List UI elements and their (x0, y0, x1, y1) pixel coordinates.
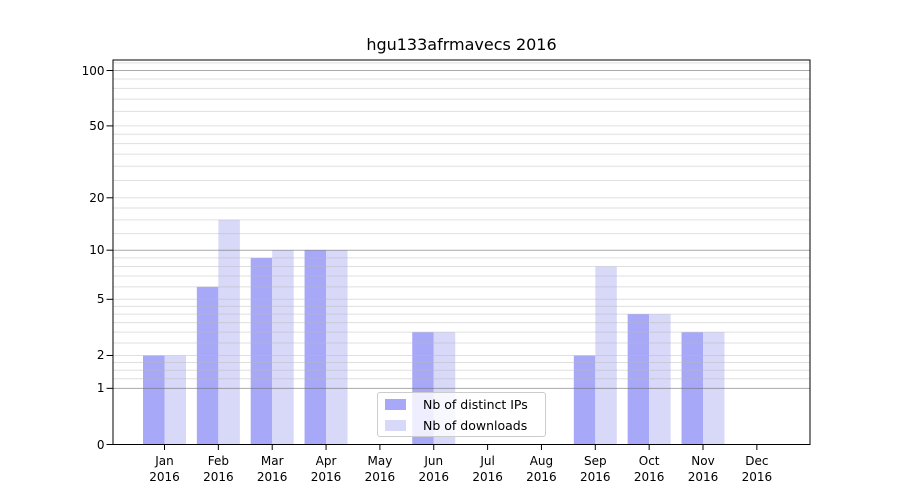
bar-distinct-ips-mar (250, 257, 273, 445)
bar-downloads-mar (272, 250, 294, 445)
legend-swatch-downloads (385, 419, 406, 431)
x-tick-label-jul: Jul 2016 (472, 453, 503, 485)
bar-downloads-sep (595, 266, 617, 445)
x-tick-label-apr: Apr 2016 (310, 453, 342, 485)
y-tick-label-0: 0 (96, 437, 105, 452)
y-tick-label-2: 2 (96, 348, 105, 363)
x-tick-label-jun: Jun 2016 (418, 453, 450, 485)
y-tick-label-10: 10 (89, 243, 105, 258)
bar-distinct-ips-sep (573, 355, 596, 445)
bar-downloads-apr (326, 250, 348, 445)
bar-distinct-ips-feb (196, 286, 219, 445)
y-tick-label-1: 1 (96, 381, 105, 396)
legend-row-distinct-ips: Nb of distinct IPs (378, 394, 545, 415)
x-tick-label-oct: Oct 2016 (633, 453, 665, 485)
legend-label-downloads: Nb of downloads (423, 417, 528, 433)
y-tick-label-5: 5 (96, 292, 105, 307)
x-tick-label-jan: Jan 2016 (149, 453, 180, 485)
bar-downloads-oct (649, 314, 671, 445)
x-tick-label-mar: Mar 2016 (256, 453, 288, 485)
legend: Nb of distinct IPs Nb of downloads (377, 392, 546, 437)
x-tick-label-nov: Nov 2016 (687, 453, 719, 485)
x-tick-label-aug: Aug 2016 (526, 453, 557, 485)
bar-distinct-ips-apr (304, 250, 327, 445)
bar-distinct-ips-jan (143, 355, 165, 445)
legend-row-downloads: Nb of downloads (378, 415, 545, 436)
bar-distinct-ips-oct (627, 314, 650, 445)
bar-downloads-jan (164, 355, 186, 445)
legend-label-distinct-ips: Nb of distinct IPs (423, 396, 528, 412)
x-tick-label-may: May 2016 (364, 453, 396, 485)
x-tick-label-dec: Dec 2016 (741, 453, 773, 485)
x-tick-label-sep: Sep 2016 (580, 453, 611, 485)
y-tick-label-50: 50 (89, 118, 105, 133)
legend-swatch-distinct-ips (385, 398, 406, 410)
y-tick-label-100: 100 (81, 63, 105, 78)
x-tick-label-feb: Feb 2016 (203, 453, 234, 485)
chart-title: hgu133afrmavecs 2016 (366, 35, 557, 54)
plot-spines (112, 59, 811, 445)
y-tick-label-20: 20 (89, 190, 105, 205)
